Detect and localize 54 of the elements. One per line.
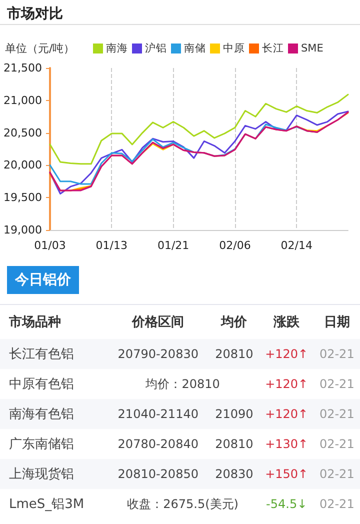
legend-label: SME [301,42,324,54]
text: 今日铝价 [7,266,79,294]
text: +120↑ [265,377,308,391]
text: 21090 [215,407,254,421]
x-tick-label: 02/06 [219,239,251,252]
x-tick-label: 01/21 [157,239,190,252]
text: 21040-21140 [118,407,198,421]
text: 02-21 [319,467,354,481]
text: 02-21 [319,377,354,391]
text: 02-21 [319,437,354,451]
text: 20790-20830 [118,347,198,361]
text: +120↑ [265,347,308,361]
text: +150↑ [265,467,308,481]
line-series [49,94,349,165]
text: +120↑ [265,407,308,421]
x-tick-label: 01/13 [96,239,128,252]
y-tick-label: 19,500 [4,191,42,204]
text: 20810-20850 [118,467,198,481]
y-tick-label: 19,000 [4,224,42,236]
text: 20780-20840 [118,437,198,451]
legend-label: 中原 [223,42,245,54]
category-label: 均价 [220,314,248,332]
legend-label: 南海 [106,42,128,54]
text: 南海有色铝 [9,407,74,422]
text: +130↑ [265,437,308,451]
text: 上海现货铝 [9,467,74,482]
y-tick-label: 21,000 [4,94,42,107]
category-label: 日期 [322,314,351,332]
legend-label: 南储 [184,42,206,54]
y-tick-label: 21,500 [4,62,42,74]
text: 中原有色铝 [9,377,74,392]
text: 长江有色铝 [9,347,74,362]
text: 收盘：2675.5(美元) [127,496,238,510]
text: LmeS_铝3M [9,497,84,512]
category-label: 市场品种 [8,314,62,332]
text: 02-21 [319,407,354,421]
category-label: 价格区间 [130,314,186,332]
chart-title: 市场对比 [6,5,63,22]
y-tick-label: 20,500 [4,126,42,140]
x-tick-label: 01/03 [34,239,66,252]
text: 02-21 [319,497,354,511]
text: 20830 [215,467,254,481]
text: 20810 [215,437,254,451]
text: 02-21 [319,347,354,361]
text: -54.5↓ [266,497,308,511]
y-axis-title: 单位（元/吨） [5,42,75,55]
legend-label: 沪铝 [145,42,167,54]
y-tick-label: 20,000 [4,158,42,172]
text: 20810 [215,347,254,361]
legend-label: 长江 [262,42,284,54]
category-label: 涨跌 [272,314,301,332]
x-tick-label: 02/14 [280,239,312,252]
text: 均价：20810 [146,376,220,390]
text: 广东南储铝 [9,437,74,452]
